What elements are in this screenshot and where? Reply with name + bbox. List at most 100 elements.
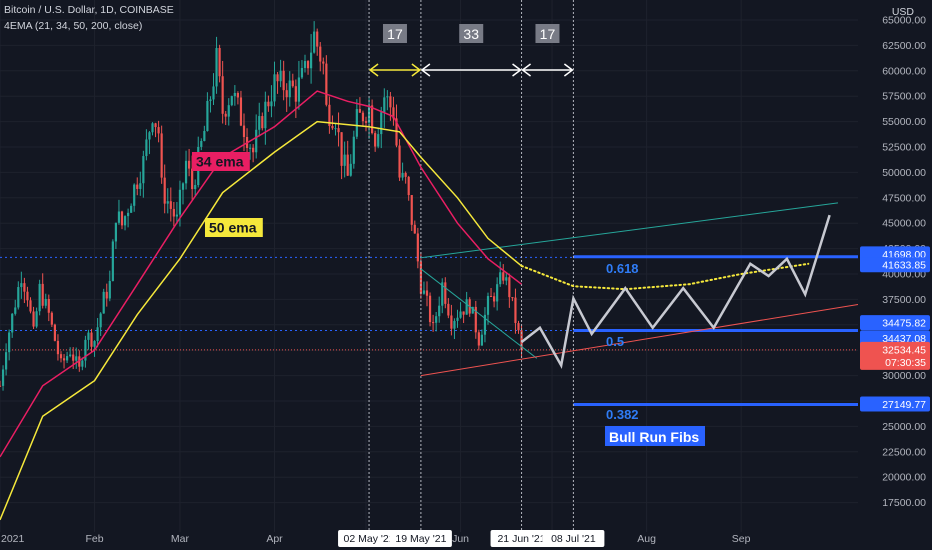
candle-body — [38, 283, 41, 312]
day-count-box — [535, 24, 560, 43]
candle-body — [17, 287, 20, 308]
candle-body — [465, 299, 468, 315]
candle-body — [148, 132, 151, 140]
candle-body — [340, 132, 343, 166]
candle-body — [505, 277, 508, 281]
candle-body — [511, 297, 514, 299]
arrow-head-right — [411, 63, 422, 77]
candle-body — [169, 201, 172, 209]
candle-body — [355, 109, 358, 137]
candle-body — [258, 116, 261, 130]
x-tick-label: Aug — [637, 533, 656, 545]
candle-body — [11, 313, 14, 333]
candle-body — [44, 298, 47, 306]
candle-body — [337, 128, 340, 133]
candle-body — [5, 352, 8, 370]
candle-body — [62, 358, 66, 361]
candle-body — [483, 314, 487, 335]
candle-body — [349, 163, 352, 176]
candle-body — [255, 129, 258, 153]
price-projection-zigzag — [520, 214, 831, 370]
y-tick-label: 37500.00 — [882, 294, 926, 306]
day-count-label: 33 — [463, 26, 479, 42]
y-tick-label: 50000.00 — [882, 167, 926, 179]
candle-body — [285, 90, 288, 98]
channel-lower-line — [420, 303, 859, 377]
y-tick-label: 25000.00 — [882, 421, 926, 433]
candle-body — [20, 283, 23, 288]
candle-body — [313, 31, 316, 53]
candle-body — [108, 280, 111, 299]
candle-body — [444, 282, 447, 304]
candle-body — [209, 99, 212, 101]
candle-body — [133, 184, 136, 206]
candle-body — [517, 323, 520, 331]
y-tick-label: 30000.00 — [882, 370, 926, 382]
x-tick-label: 02 May '21 — [344, 533, 395, 545]
candle-body — [200, 141, 203, 147]
candle-body — [96, 327, 99, 342]
chart-overlays: 34 ema 50 ema 0.618 0.5 0.382 Bull Run Fibs 17… — [0, 0, 859, 530]
candle-body — [331, 125, 334, 129]
fib-label-618: 0.618 — [606, 261, 639, 276]
candle-body — [364, 121, 368, 123]
y-tick-label: 17500.00 — [882, 497, 926, 509]
candle-body — [252, 147, 255, 153]
candle-body — [188, 160, 191, 169]
candle-body — [184, 160, 188, 184]
candle-body — [486, 296, 490, 315]
candle-body — [218, 48, 221, 77]
y-tick-label: 65000.00 — [882, 15, 926, 27]
candle-body — [358, 109, 361, 113]
candle-body — [181, 183, 185, 190]
candle-body — [87, 332, 90, 340]
ema-50-line — [0, 120, 522, 521]
price-tag-27149-bg — [860, 396, 930, 412]
candle-body — [120, 211, 124, 226]
candle-body — [90, 332, 93, 347]
fib-label-382: 0.382 — [606, 407, 639, 422]
candle-body — [474, 306, 477, 333]
x-axis-marker-box — [542, 530, 605, 547]
candle-body — [371, 105, 374, 134]
candle-body — [215, 48, 218, 87]
candle-body — [224, 113, 227, 117]
candle-body — [261, 116, 264, 129]
candle-body — [416, 233, 419, 262]
candle-body — [130, 205, 133, 213]
y-tick-label: 60000.00 — [882, 65, 926, 77]
candle-body — [383, 97, 386, 113]
y-tick-label: 62500.00 — [882, 40, 926, 52]
candle-body — [508, 277, 511, 298]
candle-body — [306, 61, 310, 69]
candle-body — [435, 316, 438, 323]
candle-body — [496, 284, 499, 302]
price-axis[interactable]: 17500.0020000.0022500.0025000.0027500.00… — [858, 0, 932, 550]
candle-body — [270, 101, 273, 107]
y-tick-label: 52500.00 — [882, 142, 926, 154]
y-tick-label: 22500.00 — [882, 446, 926, 458]
price-tag-41633-bg — [860, 257, 930, 273]
candle-body — [282, 70, 285, 91]
x-tick-label: 19 May '21 — [395, 533, 446, 545]
candle-body — [264, 101, 267, 129]
day-count-label: 17 — [540, 26, 556, 42]
x-tick-label: Jun — [452, 533, 469, 545]
candle-body — [136, 184, 139, 189]
time-axis[interactable]: 2021 Feb Mar Apr 02 May '21 19 May '21 Jun 21 J… — [1, 530, 751, 547]
x-axis-marker-box — [389, 530, 452, 547]
day-count-box — [382, 24, 407, 43]
candle-body — [334, 128, 337, 130]
channel-upper-line — [420, 202, 839, 259]
channel-inner-line — [420, 268, 538, 359]
indicator-legend[interactable]: 4EMA (21, 34, 50, 200, close) — [4, 20, 143, 32]
candle-body — [172, 208, 175, 217]
candle-body — [276, 74, 279, 82]
arrow-head-left — [420, 63, 431, 77]
candle-body — [441, 282, 444, 306]
arrow-head-right — [563, 63, 574, 77]
candle-body — [303, 61, 307, 68]
last-price-tag: 32534.45 — [882, 344, 926, 356]
candle-body — [50, 312, 53, 325]
